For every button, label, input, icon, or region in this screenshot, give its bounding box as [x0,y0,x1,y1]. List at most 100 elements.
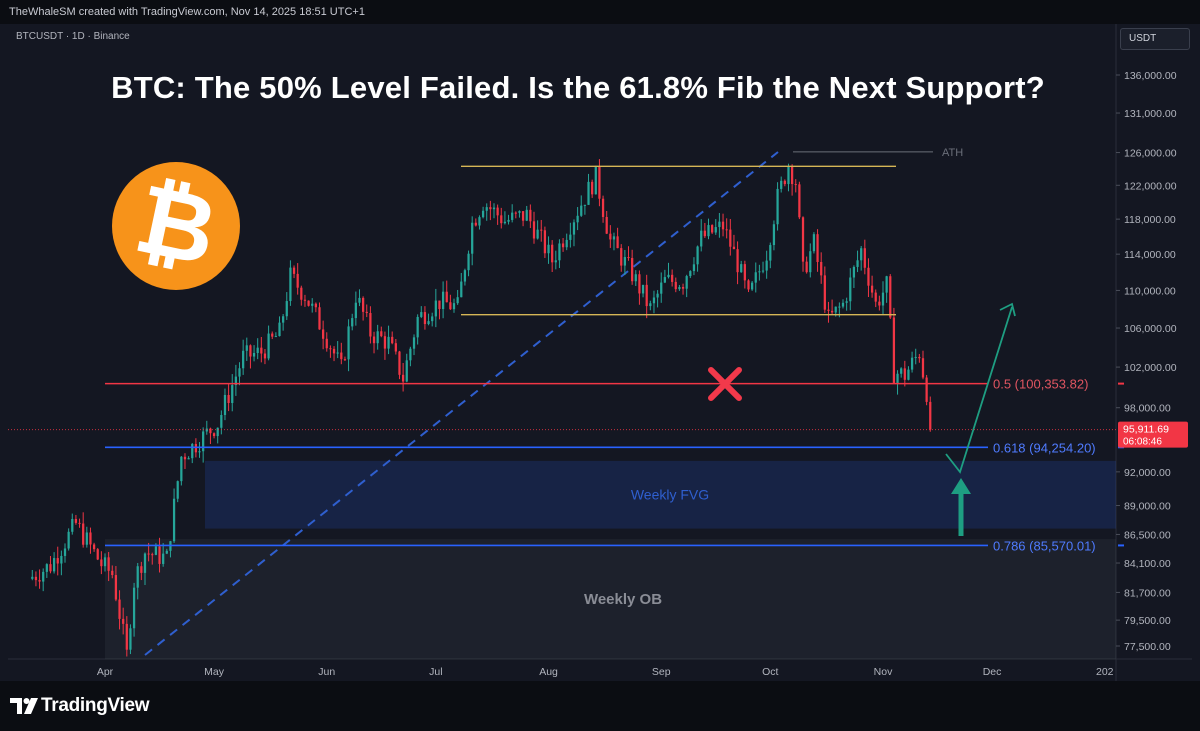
candle-body [652,297,656,304]
candle-body [656,293,659,298]
price-tick-label: 86,500.00 [1124,529,1171,541]
candle-body [714,227,717,233]
candle-body [601,198,605,217]
price-axis[interactable]: 77,500.00 79,500.00 81,700.00 84,100.00 86,5… [1116,70,1188,653]
time-tick-label: Oct [762,666,778,678]
candle-body [645,284,648,307]
candle-body [227,394,230,403]
candle-body [365,311,368,313]
candle-body [783,180,786,185]
candle-body [856,260,859,267]
candle-body [790,166,794,185]
levels[interactable]: 0.5 (100,353.82) 0.618 (94,254.20) 0.786 (… [105,165,1096,553]
candle-body [674,281,677,290]
candle-body [561,243,565,248]
candle-body [434,300,437,317]
fib-axis-mark [1118,382,1124,385]
candle-body [492,207,496,210]
candle-body [623,257,627,266]
candle-body [136,566,139,588]
candle-body [202,431,205,452]
dashed-trendline [144,151,779,656]
candle-body [798,184,801,218]
candle-body [889,276,892,318]
candle-body [507,219,510,222]
candle-body [151,554,154,556]
candle-body [282,316,285,323]
tradingview-logo-icon[interactable] [10,698,38,714]
candle-body [296,273,299,288]
candle-body [474,222,477,226]
candle-body [732,246,736,250]
candle-body [881,292,885,306]
candle-body [107,557,110,571]
candle-body [892,317,896,383]
trendline[interactable] [144,151,779,656]
weekly-fvg-label: Weekly FVG [631,487,709,503]
candle-body [496,207,499,216]
price-tick-label: 79,500.00 [1124,615,1171,627]
candle-body [870,285,874,293]
price-tick-label: 81,700.00 [1124,587,1171,599]
candle-body [736,249,739,273]
candle-body [671,274,674,282]
time-tick-label: Jun [318,666,335,678]
price-chart[interactable]: Weekly FVG Weekly OB 0.5 (100,353.82) 0.61… [8,24,1192,681]
candle-body [111,570,114,576]
bitcoin-logo: ₿ [112,162,240,290]
price-tick-label: 110,000.00 [1124,285,1176,297]
candle-body [801,217,805,262]
candle-body [925,377,928,402]
candle-body [587,181,590,205]
candle-body [234,376,238,386]
candle-body [372,336,376,344]
last-price-value: 95,911.69 [1123,424,1169,436]
symbol-info[interactable]: BTCUSDT · 1D · Binance [16,31,130,42]
candle-body [38,580,41,582]
candle-body [354,302,357,319]
tradingview-brand[interactable]: TradingView [41,695,150,716]
candle-body [285,301,288,317]
candle-body [89,532,92,545]
projection-arrow-icon [999,302,1016,317]
candle-body [631,257,634,282]
chart-frame[interactable]: Weekly FVG Weekly OB 0.5 (100,353.82) 0.61… [8,24,1192,681]
time-tick-label: May [204,666,225,678]
candle-body [547,244,550,254]
time-tick-label: Jul [429,666,442,678]
candle-body [307,300,310,306]
candle-body [172,498,176,542]
candle-body [52,558,56,572]
candle-body [394,343,397,352]
candle-body [34,576,38,581]
candle-body [620,248,623,266]
candle-body [830,310,834,313]
candle-body [129,628,132,650]
candle-body [747,280,750,290]
candle-body [918,356,921,359]
candle-body [758,271,761,273]
candle-body [347,326,350,360]
fib-axis-mark [1118,544,1124,547]
candle-body [369,312,372,337]
candle-body [554,260,557,263]
candle-body [92,544,96,550]
candle-body [96,549,99,560]
currency-selector[interactable]: USDT [1120,28,1190,50]
candle-body [147,553,150,555]
time-axis[interactable]: Apr May Jun Jul Aug Sep Oct Nov Dec 202 [97,666,1114,678]
ath-label: ATH [942,147,963,159]
candle-body [158,546,161,564]
annotations: ATH [8,147,1116,536]
candle-body [921,358,925,378]
price-tick-label: 118,000.00 [1124,214,1176,226]
candle-body [750,282,754,290]
candle-body [420,312,423,317]
candle-body [820,261,823,276]
candle-body [696,246,699,265]
candle-body [274,336,277,338]
candle-body [165,550,168,554]
candle-body [82,523,85,545]
candle-body [329,348,332,350]
candle-body [314,303,317,308]
